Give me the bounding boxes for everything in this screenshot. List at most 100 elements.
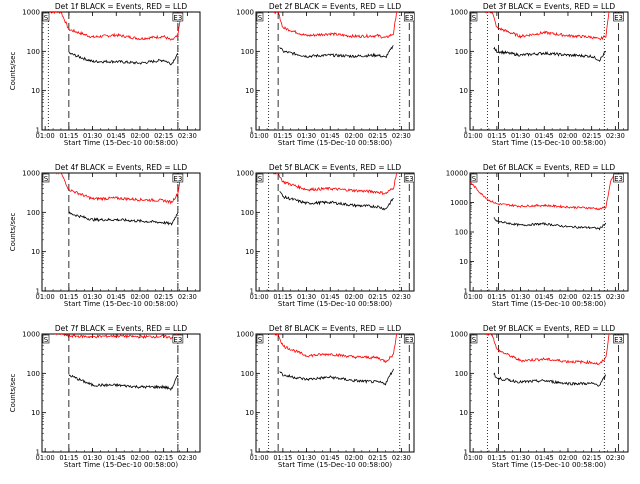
- end-marker-label: E3: [173, 336, 182, 344]
- x-tick-label: 01:00: [250, 454, 269, 462]
- x-tick-label: 01:15: [59, 132, 78, 140]
- x-tick-label: 01:45: [535, 454, 554, 462]
- x-tick-label: 01:30: [297, 132, 316, 140]
- y-tick-label: 10: [245, 87, 254, 95]
- y-tick-label: 10: [459, 409, 468, 417]
- series-events-black: [68, 211, 179, 226]
- x-axis-label: Start Time (15-Dec-10 00:58:00): [64, 139, 178, 147]
- series-lld-red: [485, 334, 610, 365]
- x-tick-label: 01:45: [535, 132, 554, 140]
- chart-title: Det 4f BLACK = Events, RED = LLD: [55, 163, 188, 172]
- start-marker-box: [42, 173, 50, 183]
- chart-title: Det 8f BLACK = Events, RED = LLD: [269, 324, 402, 333]
- x-axis-label: Start Time (15-Dec-10 00:58:00): [64, 461, 178, 469]
- end-marker-label: E3: [405, 14, 414, 22]
- y-tick-label: 1: [250, 288, 254, 296]
- x-tick-label: 01:30: [297, 454, 316, 462]
- y-tick-label: 100: [27, 370, 40, 378]
- plot-frame: [41, 172, 201, 292]
- x-tick-label: 01:45: [321, 132, 340, 140]
- y-tick-label: 100: [455, 48, 468, 56]
- end-marker-label: E3: [614, 14, 623, 22]
- plot-frame: [469, 172, 629, 292]
- y-tick-label: 10: [459, 87, 468, 95]
- x-tick-label: 01:15: [487, 454, 506, 462]
- series-lld-red: [273, 173, 397, 196]
- plot-frame: [469, 11, 629, 131]
- chart-panel-9: Det 9f BLACK = Events, RED = LLD 1 10 100 10…: [450, 324, 629, 469]
- x-tick-label: 02:15: [582, 454, 601, 462]
- plot-frame: [41, 11, 201, 131]
- x-tick-label: 01:45: [321, 293, 340, 301]
- y-tick-label: 1: [464, 449, 468, 457]
- plot-frame: [41, 333, 201, 453]
- x-tick-label: 02:00: [558, 454, 577, 462]
- start-marker-box: [42, 334, 50, 344]
- y-tick-label: 1000: [22, 170, 40, 178]
- start-marker-label: S: [472, 336, 477, 344]
- series-events-black: [493, 372, 606, 387]
- x-tick-label: 02:15: [368, 293, 387, 301]
- y-tick-label: 1000: [450, 199, 468, 207]
- x-tick-label: 01:15: [59, 454, 78, 462]
- y-tick-label: 10000: [446, 170, 468, 178]
- y-tick-label: 1000: [22, 9, 40, 17]
- y-tick-label: 10: [31, 248, 40, 256]
- chart-title: Det 7f BLACK = Events, RED = LLD: [55, 324, 188, 333]
- series-lld-red: [470, 173, 616, 211]
- chart-title: Det 9f BLACK = Events, RED = LLD: [483, 324, 616, 333]
- x-tick-label: 02:00: [130, 293, 149, 301]
- x-tick-label: 01:30: [511, 293, 530, 301]
- x-tick-label: 01:00: [36, 132, 55, 140]
- x-tick-label: 02:30: [606, 132, 625, 140]
- x-tick-label: 01:15: [59, 293, 78, 301]
- series-events-black: [68, 51, 179, 66]
- x-tick-label: 02:30: [606, 454, 625, 462]
- x-tick-label: 02:00: [558, 293, 577, 301]
- x-tick-label: 01:45: [107, 132, 126, 140]
- x-tick-label: 02:15: [154, 293, 173, 301]
- y-tick-label: 1: [464, 127, 468, 135]
- end-marker-label: E3: [405, 336, 414, 344]
- y-tick-label: 10: [31, 87, 40, 95]
- x-axis-label: Start Time (15-Dec-10 00:58:00): [64, 300, 178, 308]
- chart-panel-1: Det 1f BLACK = Events, RED = LLD 1 10 100 10…: [9, 2, 201, 147]
- y-tick-label: 1000: [450, 331, 468, 339]
- y-tick-label: 1000: [236, 331, 254, 339]
- chart-panel-6: Det 6f BLACK = Events, RED = LLD 1 10 100 10…: [446, 163, 629, 308]
- x-axis-label: Start Time (15-Dec-10 00:58:00): [278, 461, 392, 469]
- y-tick-label: 100: [27, 48, 40, 56]
- plot-frame: [255, 172, 415, 292]
- chart-title: Det 2f BLACK = Events, RED = LLD: [269, 2, 402, 11]
- start-marker-label: S: [472, 175, 477, 183]
- end-marker-box: [403, 173, 415, 183]
- x-tick-label: 02:30: [392, 293, 411, 301]
- series-events-black: [493, 46, 607, 63]
- x-tick-label: 01:15: [273, 293, 292, 301]
- x-tick-label: 02:00: [344, 293, 363, 301]
- end-marker-box: [613, 173, 624, 183]
- start-marker-box: [470, 12, 478, 22]
- chart-title: Det 6f BLACK = Events, RED = LLD: [483, 163, 616, 172]
- end-marker-label: E3: [614, 336, 623, 344]
- x-tick-label: 01:00: [250, 293, 269, 301]
- y-tick-label: 100: [241, 370, 254, 378]
- x-tick-label: 01:45: [321, 454, 340, 462]
- chart-title: Det 1f BLACK = Events, RED = LLD: [55, 2, 188, 11]
- end-marker-box: [613, 12, 624, 22]
- x-tick-label: 02:30: [392, 454, 411, 462]
- y-axis-label: Counts/sec: [9, 52, 17, 91]
- y-tick-label: 100: [241, 48, 254, 56]
- start-marker-box: [470, 173, 478, 183]
- series-events-black: [279, 45, 394, 59]
- start-marker-box: [470, 334, 478, 344]
- y-tick-label: 1: [36, 288, 40, 296]
- end-marker-label: E3: [614, 175, 623, 183]
- end-marker-box: [403, 334, 415, 344]
- series-lld-red: [54, 334, 179, 340]
- x-tick-label: 01:30: [297, 293, 316, 301]
- x-tick-label: 01:30: [511, 454, 530, 462]
- y-axis-label: Counts/sec: [9, 213, 17, 252]
- x-tick-label: 01:00: [36, 293, 55, 301]
